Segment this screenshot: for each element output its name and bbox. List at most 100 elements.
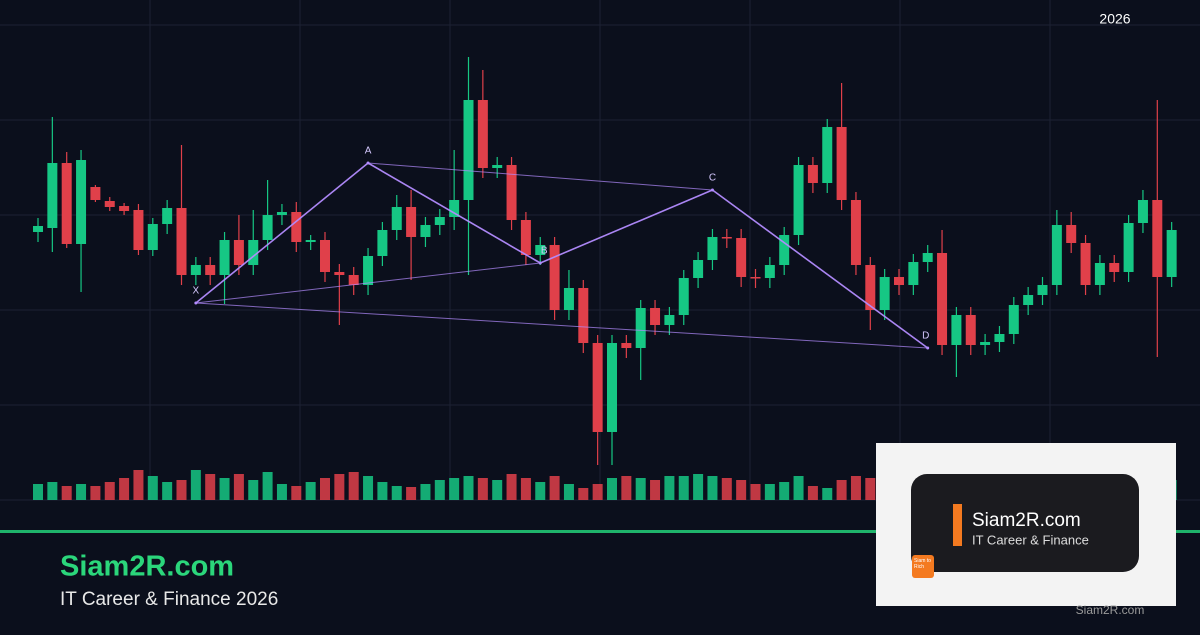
candle-body xyxy=(1037,285,1048,295)
volume-bar xyxy=(865,478,876,500)
candle-body xyxy=(90,187,101,200)
volume-bar xyxy=(47,482,58,500)
pattern-label: D xyxy=(922,331,929,342)
candle-body xyxy=(980,342,991,345)
volume-bar xyxy=(363,476,374,500)
pattern-line xyxy=(195,302,928,349)
candle-body xyxy=(1023,295,1034,305)
volume-bar xyxy=(233,474,244,500)
candle-body xyxy=(879,277,890,310)
volume-bar xyxy=(563,484,574,500)
pattern-label: C xyxy=(709,173,716,184)
volume-bar xyxy=(291,486,302,500)
candle-body xyxy=(463,100,474,200)
grid xyxy=(0,0,1200,501)
volume-bar xyxy=(190,470,201,500)
candle-body xyxy=(133,210,144,250)
watermark: Siam2R.com xyxy=(1076,603,1145,617)
candle-body xyxy=(1051,225,1062,285)
footer-title: Siam2R.com xyxy=(60,551,234,583)
volume-bar xyxy=(779,482,790,500)
volume-bar xyxy=(592,484,603,500)
candle-body xyxy=(233,240,244,265)
candle-body xyxy=(1166,230,1177,277)
candle-body xyxy=(922,253,933,262)
volume-bar xyxy=(664,476,675,500)
volume-bar xyxy=(33,484,43,500)
volume-bar xyxy=(764,484,775,500)
candle-body xyxy=(721,237,732,239)
volume-bar xyxy=(391,486,402,500)
pattern-point xyxy=(366,161,370,165)
candle-body xyxy=(535,245,546,255)
logo-icon xyxy=(912,555,934,578)
volume-bar xyxy=(219,478,230,500)
volume-bar xyxy=(492,480,503,500)
candle-body xyxy=(664,315,675,325)
candle-body xyxy=(592,343,603,432)
volume-bar xyxy=(850,476,861,500)
pattern-line xyxy=(711,189,929,349)
candle-body xyxy=(492,165,503,168)
pattern-line xyxy=(368,162,713,191)
candle-body xyxy=(635,308,646,348)
pattern-line xyxy=(195,262,541,304)
logo-card: Siam2R.com IT Career & Finance Siam to R… xyxy=(876,443,1176,617)
candle-body xyxy=(219,240,230,275)
candle-body xyxy=(363,256,374,285)
volume-bar xyxy=(822,488,833,500)
logo-title: Siam2R.com xyxy=(972,510,1081,531)
candle-body xyxy=(506,165,517,220)
pattern-point xyxy=(926,346,930,350)
volume-bar xyxy=(348,472,359,500)
candle-body xyxy=(865,265,876,310)
candle-body xyxy=(76,160,87,244)
candle-body xyxy=(119,206,130,211)
candle-body xyxy=(937,253,948,345)
candle-body xyxy=(104,201,115,207)
candle-body xyxy=(822,127,833,183)
volume-bar xyxy=(621,476,632,500)
pattern-line xyxy=(539,189,713,264)
candle-body xyxy=(678,278,689,315)
candle-body xyxy=(47,163,58,228)
candle-body xyxy=(162,208,173,224)
candle-body xyxy=(1123,223,1134,272)
volume-bar xyxy=(693,474,704,500)
volume-bar xyxy=(463,476,474,500)
candle-body xyxy=(836,127,847,200)
volume-bar xyxy=(707,476,718,500)
candle-body xyxy=(1137,200,1148,223)
candle-body xyxy=(563,288,574,310)
candle-body xyxy=(965,315,976,345)
pattern-line xyxy=(195,162,369,304)
volume-bar xyxy=(276,484,287,500)
candle-body xyxy=(477,100,488,168)
volume-bar xyxy=(650,480,661,500)
volume-bar xyxy=(104,482,115,500)
pattern-label: A xyxy=(365,146,372,157)
candle-body xyxy=(33,226,43,232)
volume-bar xyxy=(807,486,818,500)
candle-body xyxy=(262,215,273,240)
candle-body xyxy=(61,163,72,244)
volume-bar xyxy=(334,474,345,500)
candle-body xyxy=(1080,243,1091,285)
candle-body xyxy=(276,212,287,215)
candle-body xyxy=(1094,263,1105,285)
candle-body xyxy=(1109,263,1120,272)
volume-bar xyxy=(434,480,445,500)
candle-body xyxy=(391,207,402,230)
candle-body xyxy=(908,262,919,285)
candle-body xyxy=(305,240,316,242)
volume-bar xyxy=(61,486,72,500)
volume-bar xyxy=(607,478,617,500)
candle-body xyxy=(578,288,589,343)
pattern-point xyxy=(194,301,198,305)
volume-bar xyxy=(635,478,646,500)
candle-body xyxy=(348,275,359,285)
volume-bar xyxy=(793,476,804,500)
pattern-label: B xyxy=(541,246,548,257)
volume-bar xyxy=(248,480,259,500)
pattern-label: X xyxy=(193,286,200,297)
